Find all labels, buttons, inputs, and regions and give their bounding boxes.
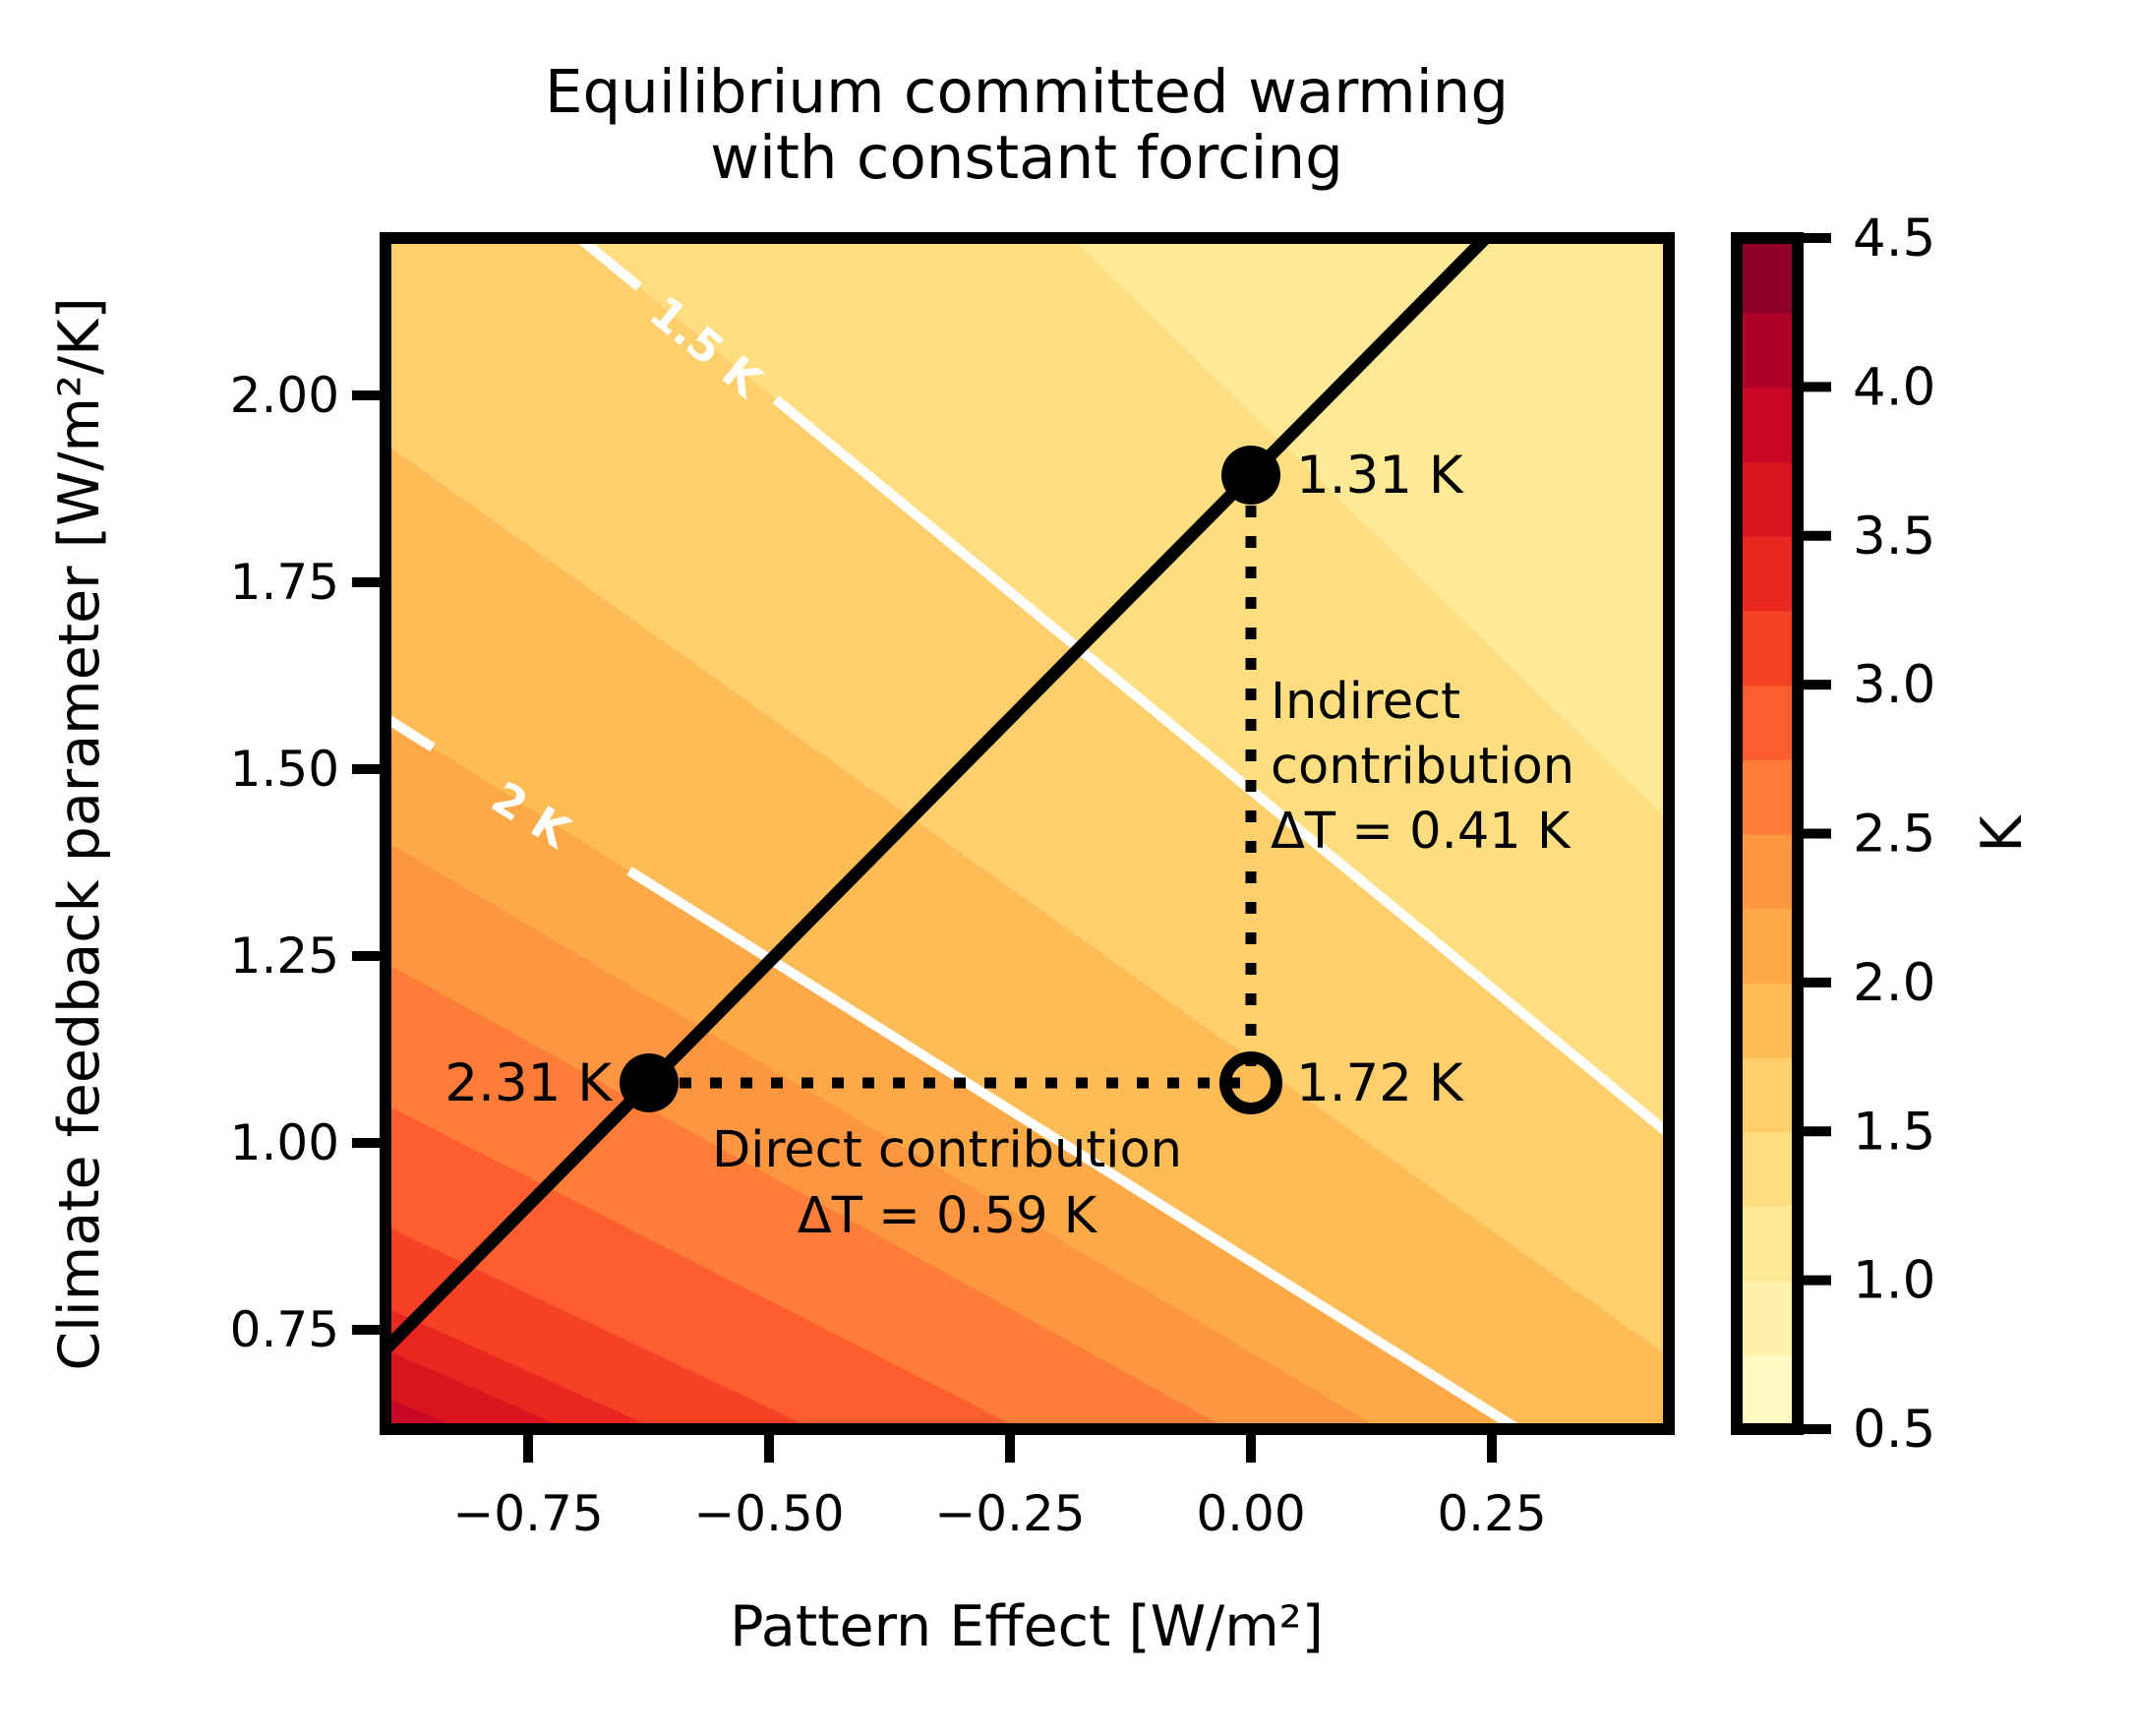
x-axis-label: Pattern Effect [W/m²] (730, 1594, 1324, 1659)
contour-band-3.75 (385, 1397, 461, 1429)
colorbar-block (1737, 1354, 1798, 1430)
contour-band-3.5 (385, 1349, 567, 1429)
data-point-filled (1220, 445, 1280, 505)
chart-title-line1: Equilibrium committed warming (545, 57, 1509, 127)
data-point-open (1218, 1050, 1282, 1114)
colorbar-tick-label: 0.5 (1853, 1400, 1935, 1460)
y-tick-label: 1.50 (230, 741, 339, 798)
colorbar-block (1737, 387, 1798, 463)
colorbar-block (1737, 685, 1798, 760)
x-tick-label: −0.25 (934, 1485, 1085, 1542)
contour-line-2K (385, 713, 436, 752)
colorbar-tick-label: 2.0 (1853, 953, 1935, 1013)
axes-frame (380, 232, 1675, 1435)
annotation-direct-contribution: ΔT = 0.59 K (798, 1187, 1098, 1245)
y-tick-label: 2.00 (230, 367, 339, 424)
colorbar-tick-label: 3.0 (1853, 655, 1935, 715)
colorbar-tick-label: 1.0 (1853, 1251, 1935, 1311)
colorbar-block (1737, 1131, 1798, 1207)
y-tick-label: 1.00 (230, 1114, 339, 1171)
contour-line-1.5K (772, 395, 1669, 1138)
colorbar-unit-label: K (1970, 814, 2035, 853)
x-tick-label: −0.50 (693, 1485, 844, 1542)
colorbar-block (1737, 535, 1798, 612)
colorbar-block (1737, 238, 1798, 314)
y-axis-label: Climate feedback parameter [W/m²/K] (47, 297, 112, 1370)
colorbar-block (1737, 1056, 1798, 1133)
x-tick-label: 0.25 (1437, 1485, 1546, 1542)
colorbar-block (1737, 1280, 1798, 1356)
point-value-label: 1.72 K (1296, 1053, 1464, 1113)
point-value-label: 1.31 K (1296, 446, 1464, 506)
colorbar-block (1737, 610, 1798, 687)
chart-content: 1.31 K 2.31 K 1.72 K Indirect contribution ΔT… (230, 209, 1936, 1542)
colorbar-block (1737, 461, 1798, 537)
colorbar-block (1737, 833, 1798, 910)
chart-title-line2: with constant forcing (710, 123, 1343, 193)
y-tick-label: 1.75 (230, 554, 339, 611)
contour-line-2K (626, 867, 1521, 1429)
colorbar-tick-label: 2.5 (1853, 805, 1935, 865)
colorbar-block (1737, 758, 1798, 835)
y-tick-label: 1.25 (230, 928, 339, 985)
annotation-direct-contribution: Direct contribution (712, 1121, 1182, 1179)
y-tick-label: 0.75 (230, 1301, 339, 1358)
colorbar-tick-label: 3.5 (1853, 507, 1935, 567)
annotation-indirect-contribution: ΔT = 0.41 K (1271, 803, 1572, 861)
colorbar-tick-label: 4.0 (1853, 357, 1935, 417)
point-value-label: 2.31 K (445, 1053, 613, 1113)
colorbar-frame (1731, 232, 1804, 1435)
colorbar-tick-label: 1.5 (1853, 1102, 1935, 1162)
x-tick-label: −0.75 (452, 1485, 603, 1542)
colorbar-block (1737, 982, 1798, 1058)
colorbar-tick-label: 4.5 (1853, 209, 1935, 269)
x-tick-label: 0.00 (1196, 1485, 1305, 1542)
annotation-indirect-contribution: Indirect (1271, 673, 1460, 731)
contour-line-1.5K (576, 238, 642, 291)
data-point-filled (620, 1052, 680, 1112)
colorbar-block (1737, 908, 1798, 984)
colorbar-block (1737, 312, 1798, 389)
annotation-indirect-contribution: contribution (1271, 738, 1574, 796)
feedback-vs-pattern-line (385, 238, 1495, 1359)
colorbar-block (1737, 1205, 1798, 1282)
